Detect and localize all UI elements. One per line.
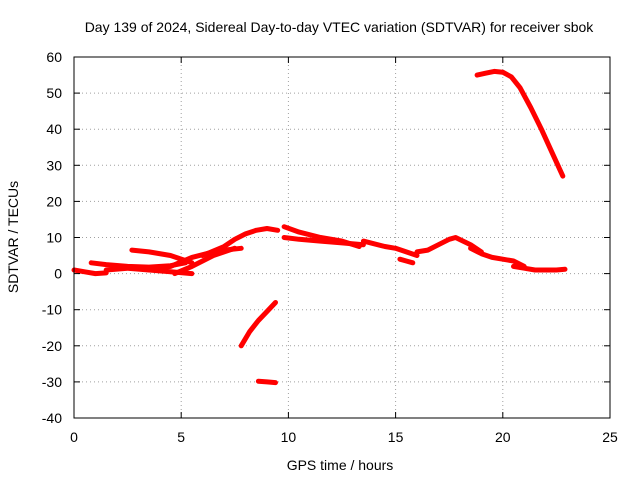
chart-title: Day 139 of 2024, Sidereal Day-to-day VTE… xyxy=(85,19,595,35)
y-tick-label: 10 xyxy=(46,230,62,246)
y-tick-label: 50 xyxy=(46,85,62,101)
axis-ticks: 0 5 10 15 20 25 -40 -30 -20 -10 0 10 20 30 40 50 60 xyxy=(42,49,618,445)
series-track-f xyxy=(172,245,238,277)
x-tick-label: 15 xyxy=(388,429,404,445)
y-tick-label: -40 xyxy=(42,410,62,426)
series-track-c xyxy=(129,247,195,266)
series-track-q xyxy=(474,68,566,179)
x-tick-label: 25 xyxy=(602,429,618,445)
series-track-a xyxy=(71,267,109,277)
series-track-k xyxy=(281,235,366,248)
y-tick-label: -30 xyxy=(42,374,62,390)
x-tick-label: 20 xyxy=(495,429,511,445)
y-tick-label: -10 xyxy=(42,302,62,318)
series-track-m xyxy=(397,256,416,266)
y-tick-label: 20 xyxy=(46,193,62,209)
data-series xyxy=(71,68,568,386)
y-tick-label: 0 xyxy=(54,266,62,282)
series-track-h xyxy=(238,300,278,349)
x-tick-label: 0 xyxy=(70,429,78,445)
series-track-i xyxy=(255,378,278,386)
series-track-n xyxy=(414,235,484,255)
x-axis-label: GPS time / hours xyxy=(287,457,394,473)
grid-lines xyxy=(74,57,610,418)
y-tick-label: -20 xyxy=(42,338,62,354)
x-tick-label: 10 xyxy=(281,429,297,445)
x-tick-label: 5 xyxy=(177,429,185,445)
y-tick-label: 30 xyxy=(46,157,62,173)
series-track-p xyxy=(511,263,568,273)
y-axis-label: SDTVAR / TECUs xyxy=(5,181,21,293)
y-tick-label: 60 xyxy=(46,49,62,65)
series-track-g xyxy=(200,226,281,258)
y-tick-label: 40 xyxy=(46,121,62,137)
series-track-l xyxy=(360,238,420,258)
series-track-o xyxy=(468,245,527,269)
